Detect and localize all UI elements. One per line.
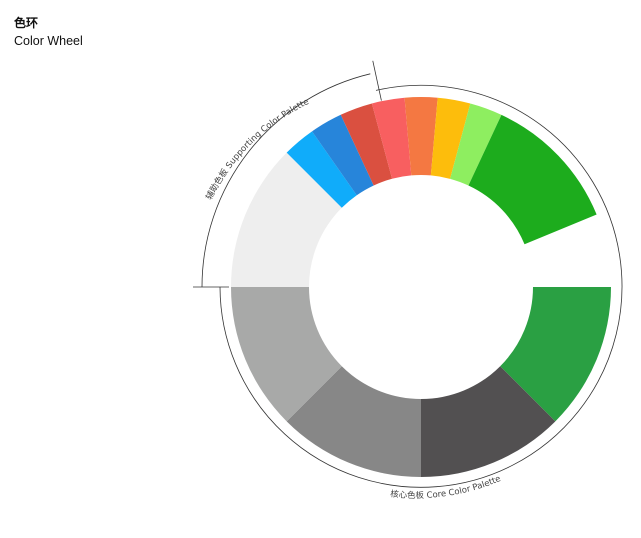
wheel-segments: [231, 96, 611, 477]
segment-green-dark: [500, 287, 611, 422]
segment-blue: [312, 114, 374, 196]
segment-amber: [430, 97, 471, 179]
segment-green-primary: [468, 114, 597, 245]
segment-gray-light: [231, 287, 342, 422]
title-english: Color Wheel: [14, 34, 83, 48]
header: 色环 Color Wheel: [14, 14, 83, 50]
title-chinese: 色环: [14, 16, 39, 30]
segment-red: [340, 103, 393, 186]
segment-sky-blue: [286, 131, 357, 208]
segment-gray-lightest: [231, 152, 342, 287]
segment-orange: [404, 96, 438, 176]
supporting-palette-bracket-arc: [201, 73, 371, 288]
segment-lime: [450, 103, 502, 186]
segment-charcoal: [421, 366, 556, 477]
divider-tick-top: [372, 60, 382, 101]
core-palette-label: 核心色板 Core Color Palette: [390, 474, 503, 501]
core-palette-bracket-arc: [219, 84, 623, 488]
segment-gray-medium: [286, 366, 421, 477]
segment-salmon: [371, 97, 412, 179]
